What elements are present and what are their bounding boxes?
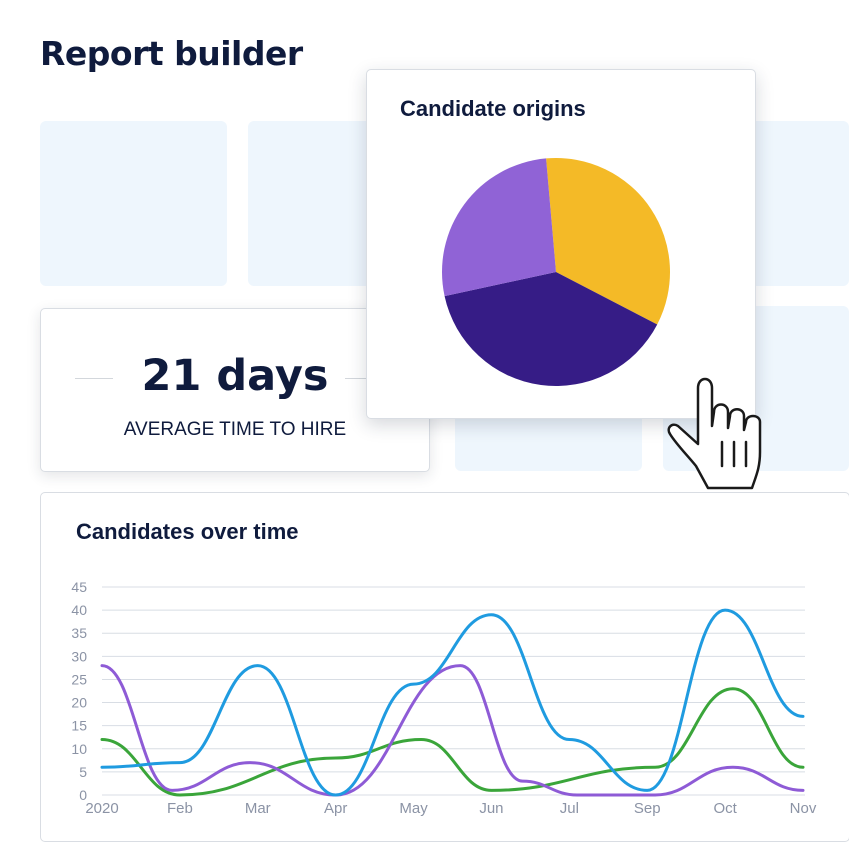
y-tick-label: 0: [79, 787, 87, 803]
y-tick-label: 20: [71, 695, 87, 711]
stat-label: AVERAGE TIME TO HIRE: [123, 419, 347, 440]
y-tick-label: 15: [71, 718, 87, 734]
card-title: Candidates over time: [76, 519, 299, 544]
x-tick-label: May: [399, 800, 428, 817]
x-tick-label: Nov: [790, 800, 817, 817]
pie-slice[interactable]: [546, 158, 670, 325]
y-tick-label: 35: [71, 625, 87, 641]
candidate-origins-card[interactable]: Candidate origins: [366, 69, 756, 419]
stat-value: 21 days: [141, 351, 329, 401]
y-tick-label: 45: [71, 579, 87, 595]
page-title: Report builder: [40, 34, 303, 73]
x-tick-label: Apr: [324, 800, 347, 817]
y-tick-label: 10: [71, 741, 87, 757]
card-title: Candidate origins: [400, 96, 586, 121]
series-line: [100, 687, 805, 797]
divider: [345, 378, 383, 379]
series-line: [100, 608, 805, 797]
x-tick-label: Feb: [167, 800, 193, 817]
x-tick-label: Jun: [479, 800, 503, 817]
series-line: [100, 664, 805, 797]
pie-slice[interactable]: [444, 272, 658, 387]
x-tick-label: 2020: [85, 800, 118, 817]
y-tick-label: 5: [79, 764, 87, 780]
line-chart: 0 5 10 15 20 25 30 35 40 45 2020 Feb Mar Apr May Jun Jul…: [71, 579, 817, 817]
x-tick-label: Mar: [245, 800, 271, 817]
pie-chart: [442, 158, 670, 387]
placeholder-tile-1: [40, 121, 227, 286]
x-tick-label: Jul: [560, 800, 579, 817]
y-tick-label: 30: [71, 648, 87, 664]
candidates-over-time-card[interactable]: Candidates over time 0 5 10 15 20 25 30 35 40 45 2…: [40, 492, 849, 842]
y-tick-label: 40: [71, 602, 87, 618]
average-time-to-hire-card[interactable]: 21 days AVERAGE TIME TO HIRE: [40, 308, 430, 472]
pie-slice[interactable]: [442, 158, 556, 297]
y-tick-label: 25: [71, 671, 87, 687]
x-tick-label: Oct: [713, 800, 737, 817]
hand-pointer-icon: [667, 377, 762, 490]
divider: [75, 378, 113, 379]
x-tick-label: Sep: [634, 800, 661, 817]
